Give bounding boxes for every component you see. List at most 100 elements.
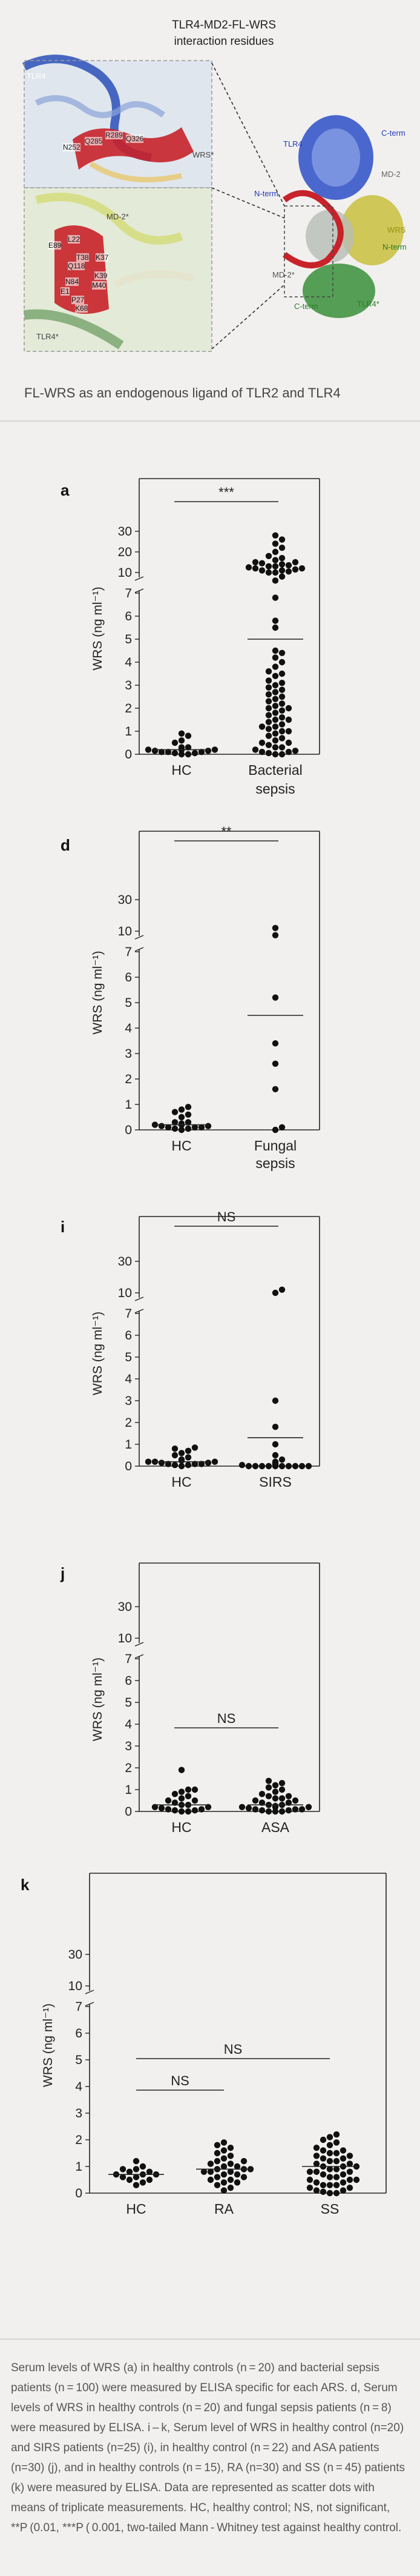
significance-label: *** [218, 485, 234, 500]
data-point-ss [320, 2182, 327, 2188]
data-point-hc [171, 1462, 179, 1469]
panel-i: i 0 1 2 3 4 5 6 7 10 30 WRS (ng ml⁻¹) HC SIRS NS [0, 1157, 420, 1496]
data-point-ra [220, 2147, 228, 2154]
residue-q326: Q326 [126, 134, 144, 143]
data-point-bacterial-sepsis [265, 677, 272, 684]
data-point-hc [198, 749, 205, 755]
significance-label: NS [171, 2073, 189, 2088]
significance-label: ** [221, 824, 232, 839]
data-point-bacterial-sepsis [278, 555, 286, 562]
data-point-ss [333, 2189, 340, 2197]
chart-d: 0 1 2 3 4 5 6 7 10 30 WRS (ng ml⁻¹) HC Fungal ** sepsi… [91, 824, 320, 1171]
residue-e89: E89 [48, 241, 62, 250]
data-point-bacterial-sepsis [292, 748, 299, 754]
data-point-bacterial-sepsis [272, 532, 279, 539]
axis-break-mark [134, 576, 144, 581]
figure-title: TLR4-MD2-FL-WRS interaction residues [151, 17, 297, 50]
data-point-bacterial-sepsis [272, 737, 279, 744]
data-point-bacterial-sepsis [272, 654, 279, 661]
data-point-hc [185, 1111, 192, 1118]
data-point-bacterial-sepsis [278, 751, 286, 758]
data-point-ra [220, 2163, 228, 2170]
data-point-sirs [285, 1462, 292, 1470]
panel-j-letter: j [61, 1564, 65, 1582]
data-point-hc [126, 2168, 133, 2175]
x-tick-label: HC [171, 1474, 191, 1490]
y-tick-label: 4 [125, 656, 132, 669]
data-point-bacterial-sepsis [265, 719, 272, 725]
data-point-hc [178, 1120, 185, 1127]
data-point-bacterial-sepsis [272, 577, 279, 584]
data-point-hc [185, 1454, 192, 1461]
data-point-hc [151, 748, 159, 754]
axis-break-mark [134, 1642, 144, 1647]
data-point-bacterial-sepsis [285, 568, 292, 575]
data-point-hc [171, 1807, 179, 1814]
data-point-bacterial-sepsis [272, 751, 279, 758]
data-point-ra [234, 2179, 241, 2186]
y-tick-label: 30 [118, 893, 132, 907]
data-point-bacterial-sepsis [265, 732, 272, 739]
data-point-hc [185, 1125, 192, 1132]
y-tick-label: 30 [68, 1948, 82, 1962]
data-point-hc [171, 1125, 179, 1132]
y-tick-label: 7 [125, 945, 132, 959]
data-point-asa [285, 1793, 292, 1799]
y-tick-label: 10 [118, 925, 132, 938]
data-point-asa [278, 1795, 286, 1802]
data-point-ss [313, 2153, 320, 2159]
residue-t38: T38 [76, 253, 89, 262]
data-point-sirs [305, 1462, 312, 1470]
figure-title-line-2: interaction residues [174, 35, 274, 48]
axis-break-mark [134, 1654, 144, 1659]
data-point-ss [340, 2147, 347, 2154]
data-point-sirs [265, 1462, 272, 1470]
data-point-hc [191, 749, 199, 757]
data-point-ss [326, 2158, 333, 2165]
data-point-bacterial-sepsis [278, 721, 286, 728]
data-point-hc [185, 1104, 192, 1110]
data-point-bacterial-sepsis [278, 686, 286, 693]
data-point-bacterial-sepsis [278, 680, 286, 686]
data-point-ra [240, 2158, 248, 2165]
x-tick-label-line-2: sepsis [255, 1155, 295, 1171]
data-point-asa [278, 1780, 286, 1787]
data-point-ss [320, 2147, 327, 2154]
y-tick-label: 10 [118, 1286, 132, 1300]
data-point-bacterial-sepsis [272, 563, 279, 569]
data-point-bacterial-sepsis [272, 647, 279, 654]
panel-a-letter: a [61, 481, 70, 499]
wrs-complex [341, 195, 404, 265]
residue-k68: K68 [75, 304, 88, 313]
data-point-bacterial-sepsis [278, 693, 286, 700]
data-point-ra [234, 2163, 241, 2170]
data-point-fungal-sepsis [272, 925, 279, 931]
y-tick-label: 4 [125, 1372, 132, 1386]
y-tick-label: 10 [68, 1979, 82, 1993]
data-point-ss [333, 2158, 340, 2165]
data-point-asa [272, 1802, 279, 1810]
data-point-hc [205, 1804, 212, 1810]
y-axis-label: WRS (ng ml⁻¹) [91, 951, 105, 1034]
legend-divider [0, 2339, 420, 2340]
label-complex-md2-lower: MD-2* [272, 270, 295, 279]
data-point-sirs [272, 1397, 279, 1404]
data-point-bacterial-sepsis [278, 573, 286, 580]
data-point-asa [305, 1804, 312, 1810]
data-point-bacterial-sepsis [272, 569, 279, 576]
data-point-bacterial-sepsis [278, 707, 286, 714]
data-point-hc [185, 1808, 192, 1815]
data-point-hc [151, 1804, 159, 1810]
data-point-fungal-sepsis [272, 1086, 279, 1092]
data-point-bacterial-sepsis [245, 564, 252, 571]
data-point-ss [320, 2188, 327, 2195]
y-tick-label: 5 [125, 1350, 132, 1364]
residue-r289: R289 [105, 131, 123, 139]
y-tick-label: 0 [75, 2186, 82, 2200]
panel-a: a 0 1 2 3 4 5 6 7 10 20 30 WRS (ng ml⁻¹) HC Bacterial… [0, 473, 420, 800]
data-point-fungal-sepsis [272, 1040, 279, 1047]
data-point-hc [171, 1446, 179, 1452]
data-point-hc [185, 751, 192, 758]
data-point-sirs [272, 1458, 279, 1465]
y-tick-label: 0 [125, 1123, 132, 1137]
